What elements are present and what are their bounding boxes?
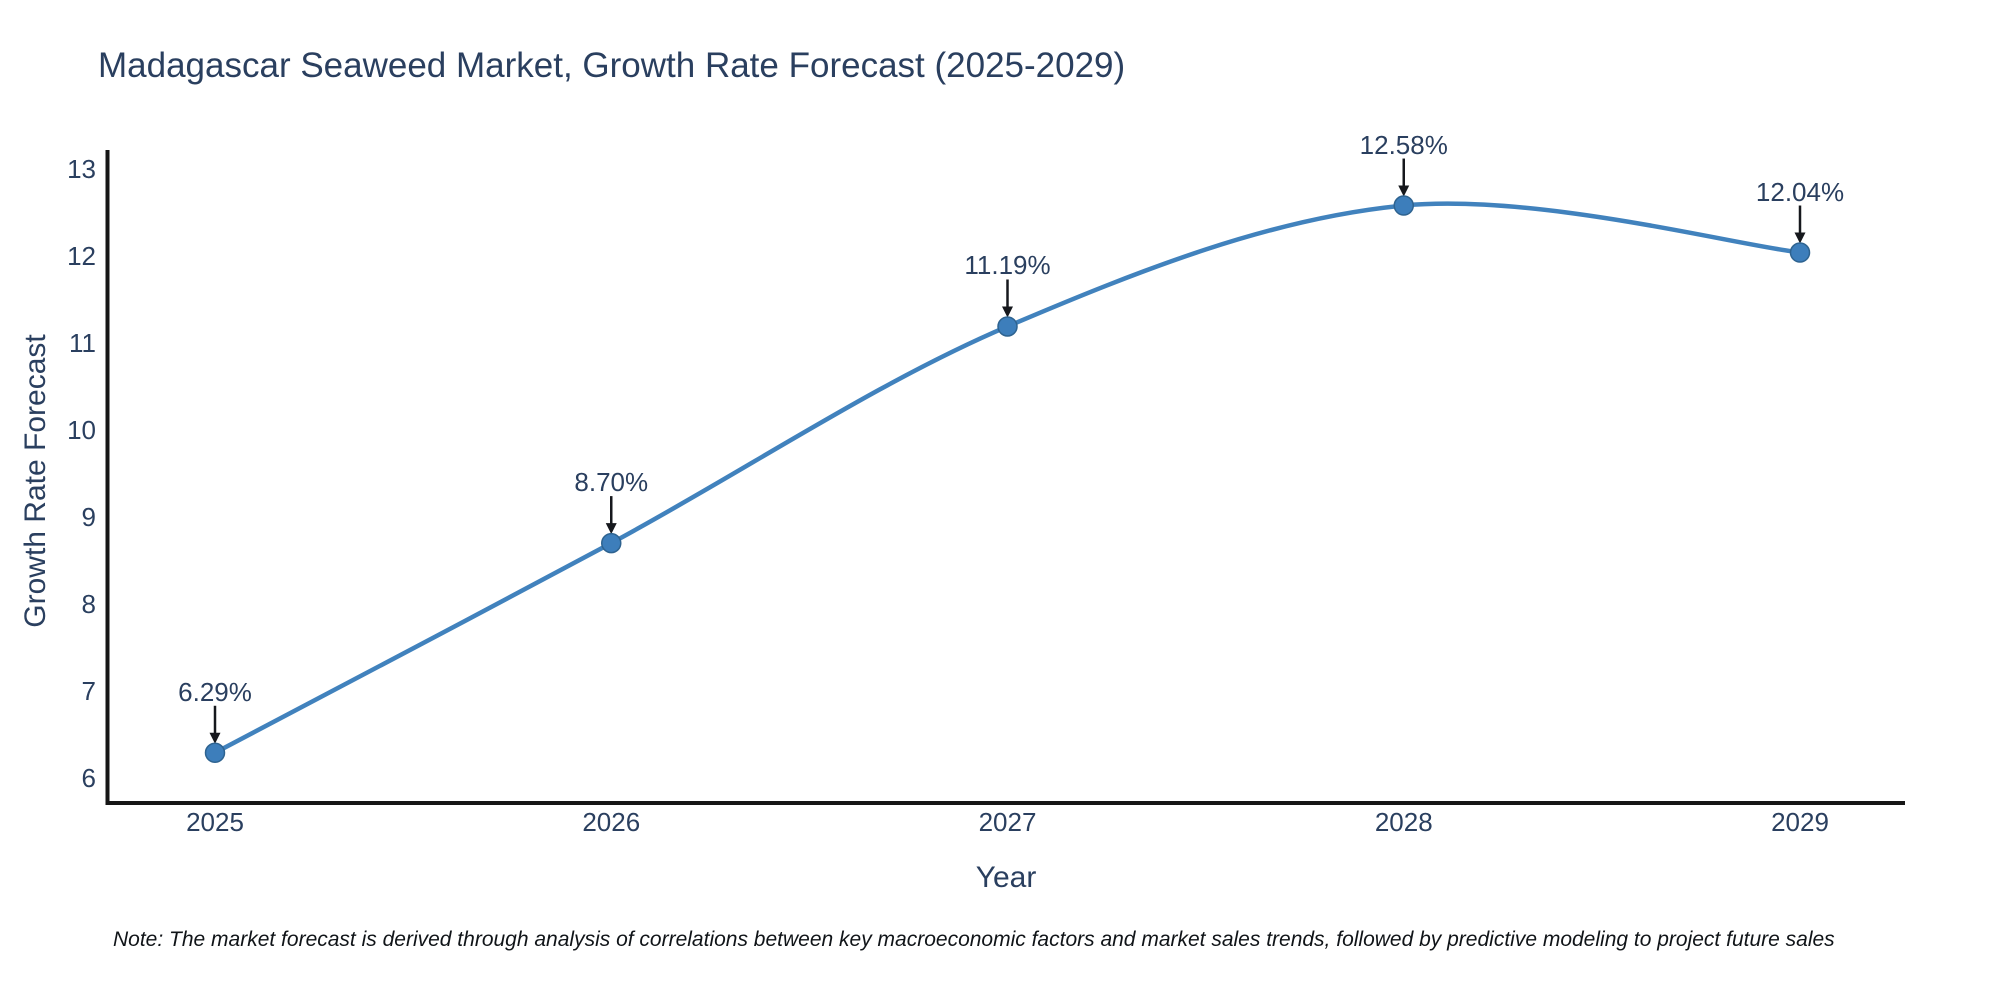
x-tick-label: 2028 (1374, 807, 1433, 837)
data-point-marker[interactable] (997, 316, 1018, 337)
annotation-arrowhead-icon (605, 523, 617, 535)
data-point-marker[interactable] (1789, 242, 1811, 263)
data-point-marker[interactable] (204, 742, 226, 764)
point-value-label: 12.58% (1359, 129, 1448, 160)
y-tick-label: 9 (81, 502, 96, 532)
x-tick-label: 2026 (582, 807, 641, 837)
y-tick-label: 8 (81, 589, 96, 619)
chart-title: Madagascar Seaweed Market, Growth Rate F… (98, 46, 1126, 85)
x-tick-label: 2025 (186, 807, 244, 837)
annotation-arrowhead-icon (1002, 306, 1013, 318)
point-value-label: 6.29% (178, 676, 252, 707)
y-tick-label: 11 (69, 328, 96, 358)
annotation-arrowhead-icon (1398, 185, 1410, 197)
y-tick-label: 13 (67, 154, 96, 184)
footnote: Note: The market forecast is derived thr… (113, 928, 1835, 951)
annotation-arrowhead-icon (1794, 232, 1806, 244)
data-point-marker[interactable] (1393, 195, 1414, 216)
y-tick-label: 6 (81, 763, 96, 793)
point-value-label: 8.70% (574, 467, 649, 498)
x-axis-title: Year (975, 861, 1037, 894)
y-tick-label: 7 (81, 676, 96, 706)
data-point-marker[interactable] (601, 532, 622, 554)
y-tick-label: 12 (67, 241, 96, 271)
x-tick-label: 2029 (1771, 807, 1829, 837)
annotation-arrowhead-icon (209, 732, 221, 744)
point-value-label: 11.19% (964, 250, 1051, 281)
x-tick-label: 2027 (978, 807, 1037, 837)
y-tick-label: 10 (67, 415, 96, 445)
axis-lines (105, 150, 1905, 805)
point-value-label: 12.04% (1755, 176, 1845, 207)
